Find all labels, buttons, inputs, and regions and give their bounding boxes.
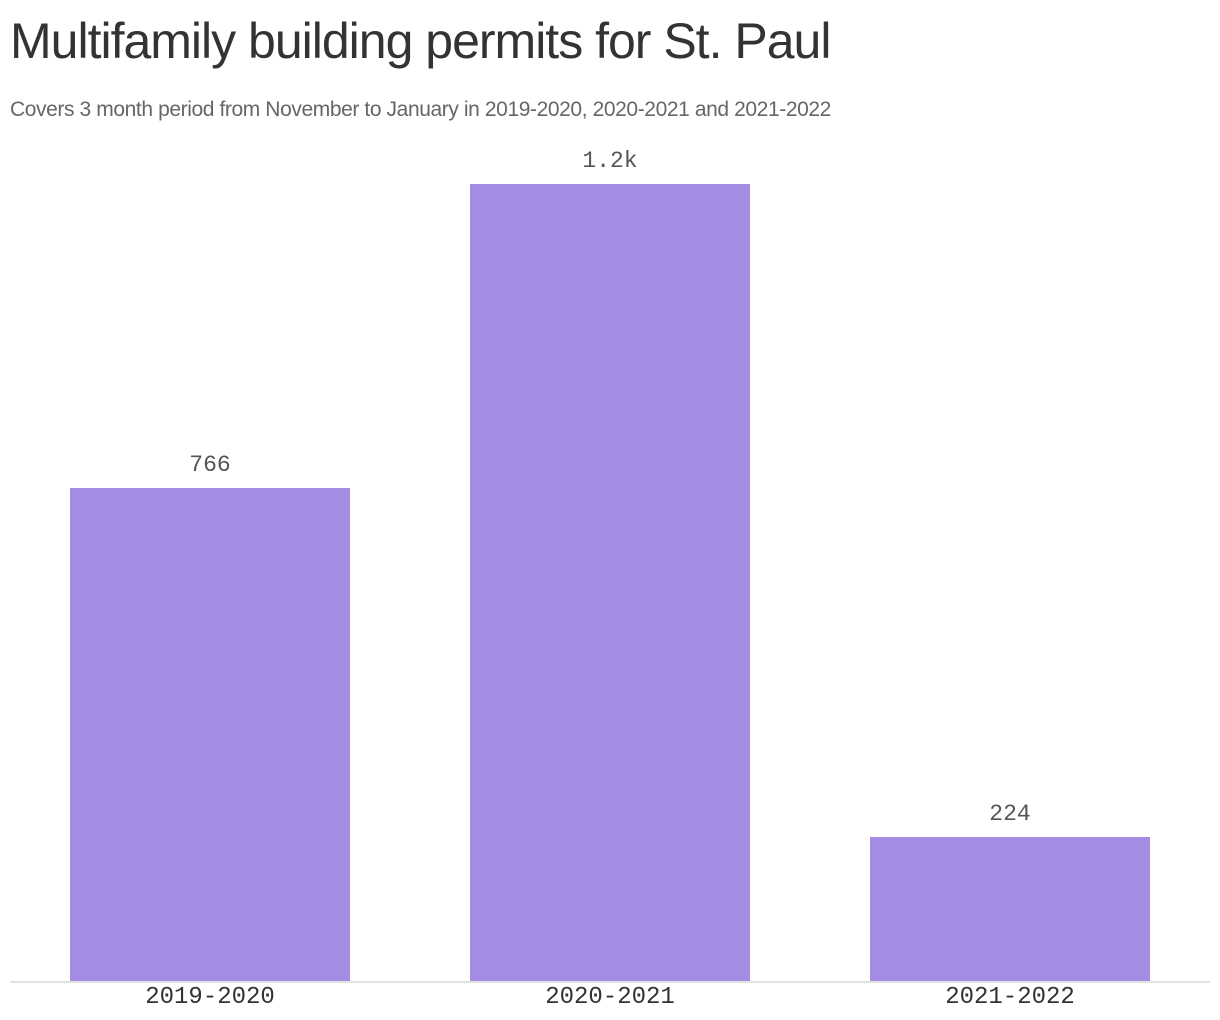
bar-2019-2020: [70, 488, 350, 981]
value-label: 1.2k: [582, 148, 638, 174]
value-label: 766: [189, 452, 231, 478]
value-label: 224: [989, 801, 1031, 827]
plot-area: 766 1.2k 224: [10, 140, 1210, 981]
x-tick-label: 2021-2022: [945, 984, 1075, 1011]
x-tick-label: 2020-2021: [545, 984, 675, 1011]
x-tick-label: 2019-2020: [145, 984, 275, 1011]
x-axis-line: [10, 981, 1210, 983]
chart-title: Multifamily building permits for St. Pau…: [10, 13, 831, 69]
bar-2021-2022: [870, 837, 1150, 981]
bar-2020-2021: [470, 184, 750, 981]
chart-subtitle: Covers 3 month period from November to J…: [10, 98, 831, 121]
